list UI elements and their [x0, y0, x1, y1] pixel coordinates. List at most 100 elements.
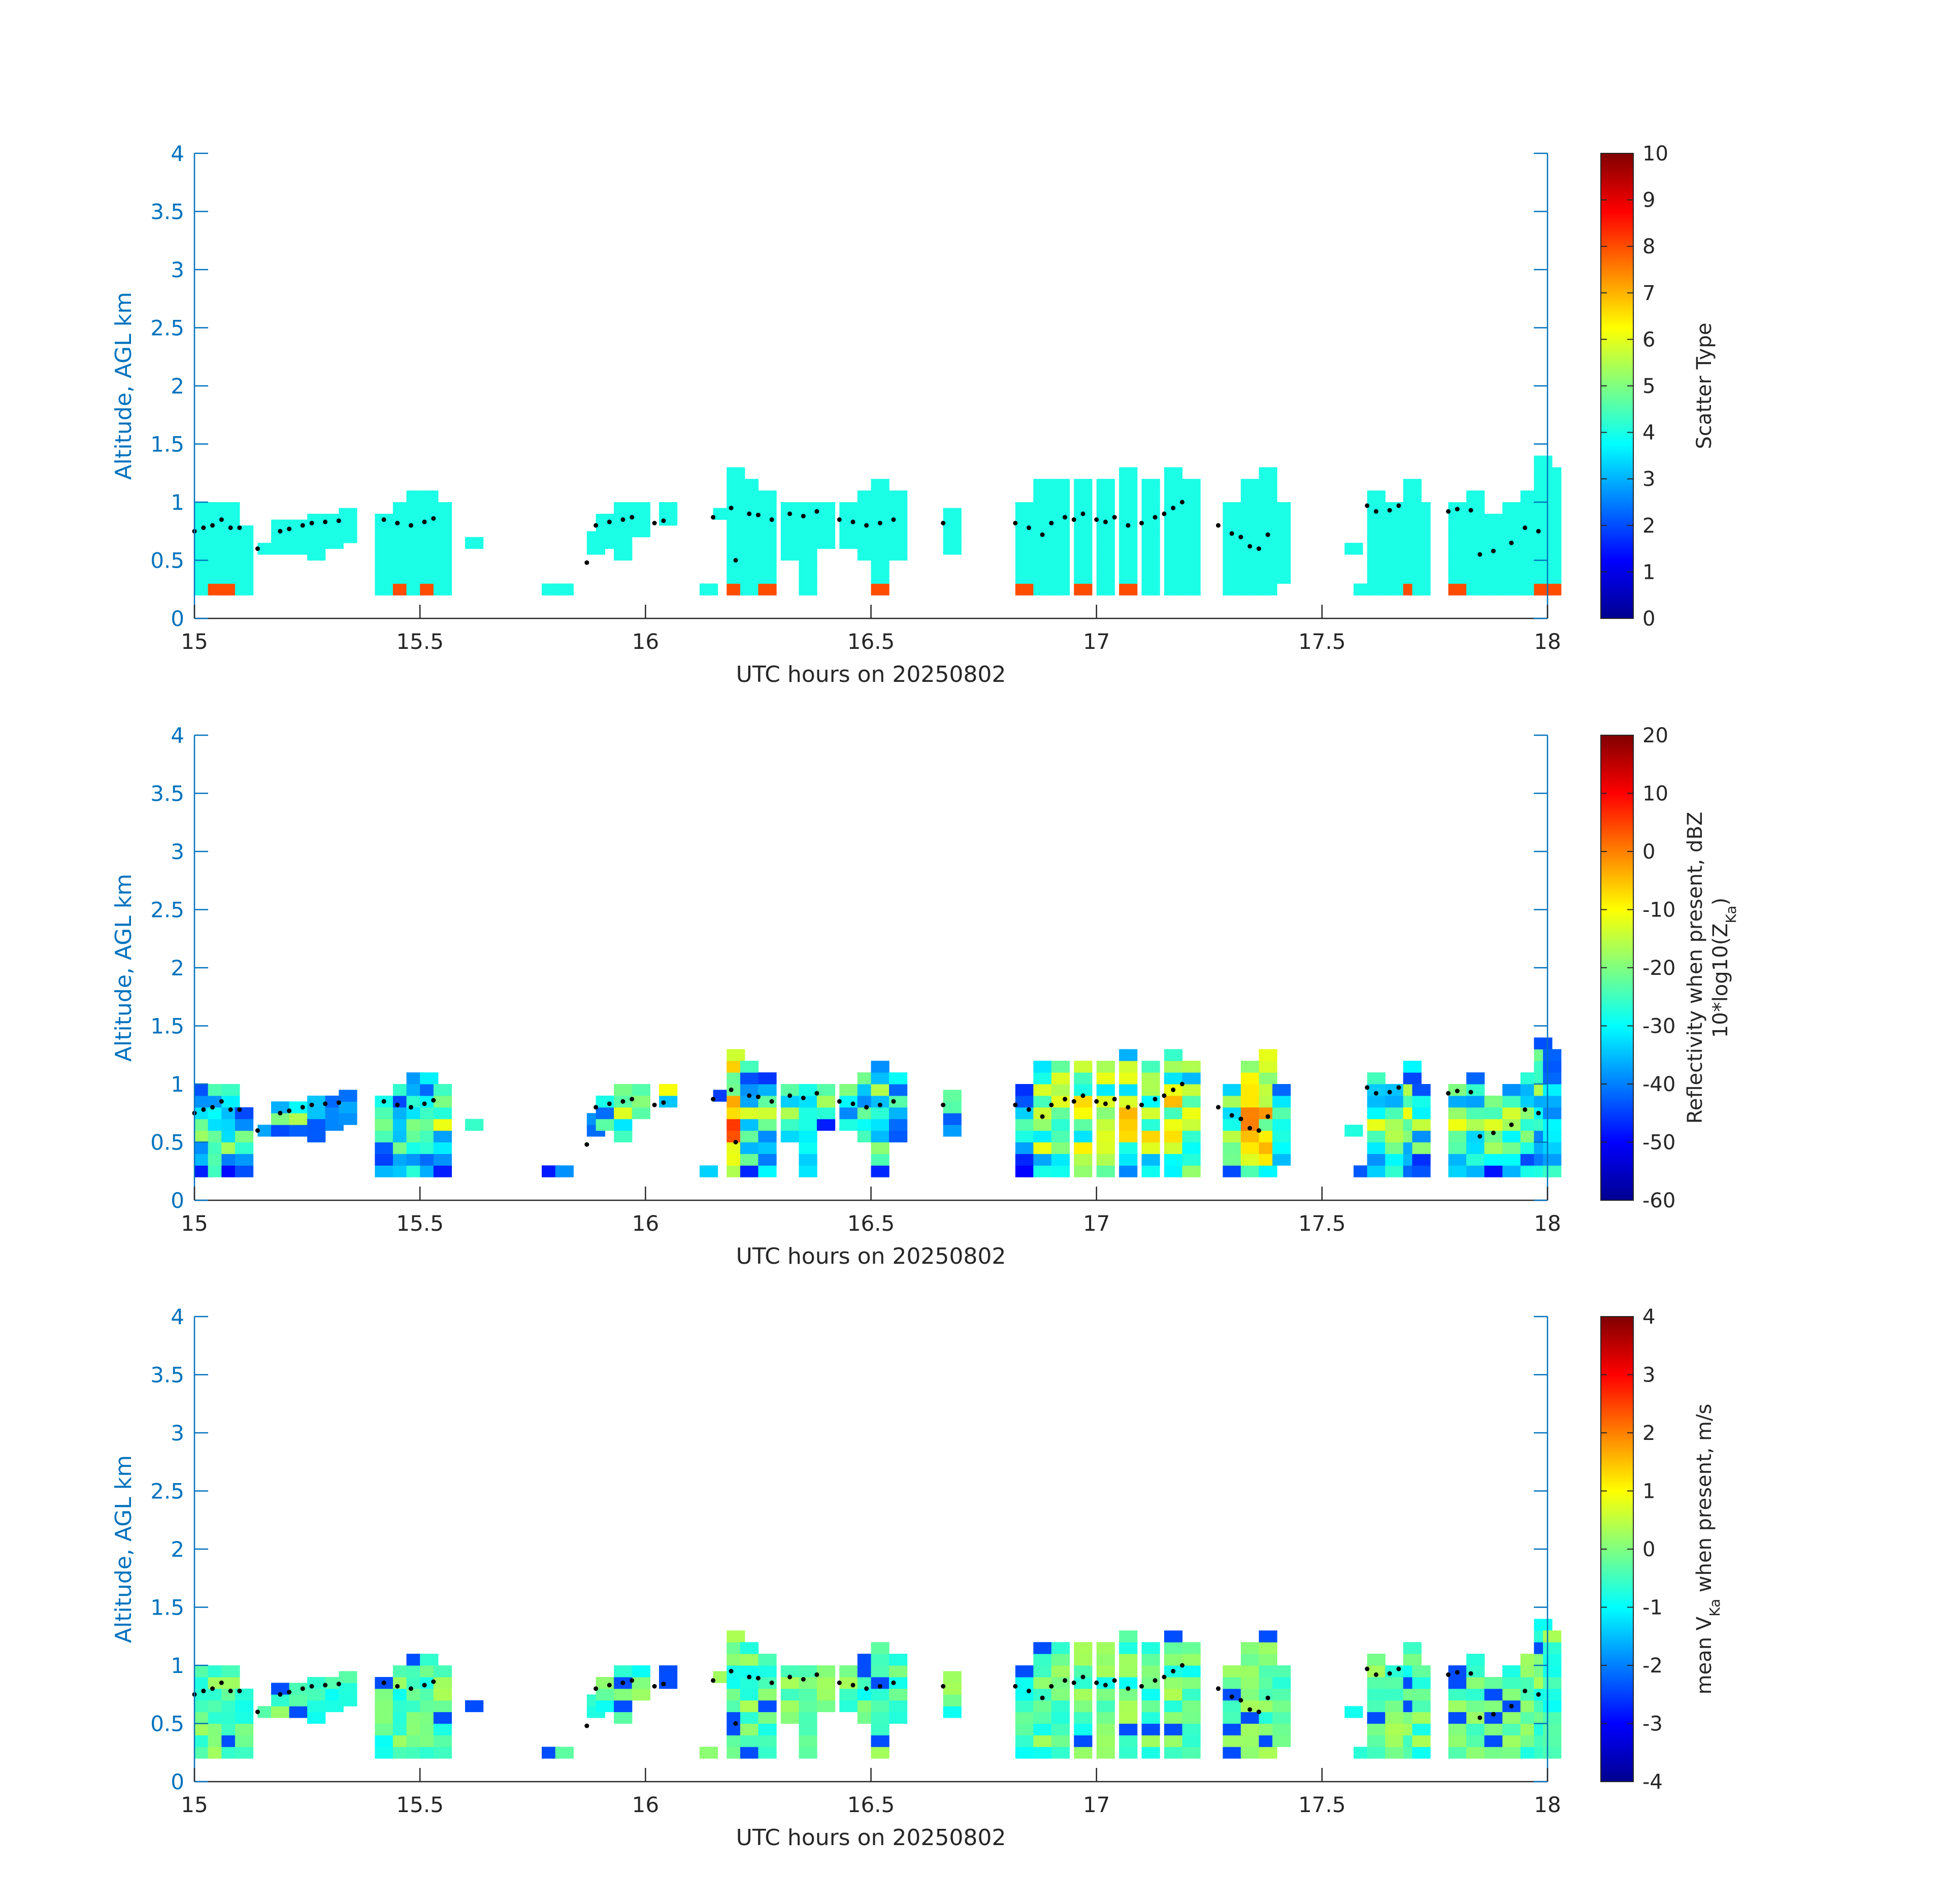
heatmap-cell [1240, 1723, 1260, 1735]
colorbar-tick-label: 10 [1642, 782, 1668, 806]
heatmap-cell [1272, 1107, 1291, 1120]
heatmap-cell [271, 1706, 290, 1718]
heatmap-cell [1074, 1072, 1093, 1085]
heatmap-cell [889, 1107, 908, 1120]
heatmap-cell [1033, 1154, 1052, 1166]
heatmap-cell [420, 490, 439, 503]
heatmap-cell [375, 1165, 393, 1177]
heatmap-cell [1484, 1747, 1503, 1759]
heatmap-cell [1412, 548, 1431, 561]
heatmap-cell [1182, 1735, 1201, 1747]
heatmap-cell [780, 1700, 799, 1713]
cloud-base-dot [1387, 1090, 1392, 1095]
cloud-base-dot [278, 529, 283, 534]
heatmap-cell [1164, 572, 1183, 584]
colorbar-tick-label: 1 [1642, 1480, 1655, 1503]
heatmap-cell [1484, 583, 1503, 596]
y-tick-label: 0.5 [150, 1712, 184, 1736]
cloud-base-dot [422, 1101, 427, 1106]
heatmap-cell [235, 1747, 254, 1759]
heatmap-cell [740, 537, 759, 549]
heatmap-cell [596, 1107, 614, 1120]
heatmap-cell [221, 502, 240, 514]
cloud-base-dot [1257, 1128, 1261, 1133]
colorbar-tick-label: 4 [1642, 1305, 1655, 1329]
heatmap-cell [614, 1130, 633, 1142]
heatmap-cell [816, 1095, 836, 1108]
heatmap-cell [1367, 1107, 1386, 1120]
heatmap-cell [1240, 1072, 1260, 1085]
heatmap-cell [740, 1712, 759, 1724]
heatmap-cell [871, 1072, 890, 1085]
x-tick-label: 17 [1083, 1792, 1110, 1817]
heatmap-cell [1164, 1130, 1183, 1142]
heatmap-cell [1448, 1154, 1467, 1166]
cloud-base-dot [237, 525, 242, 530]
cloud-base-dot [1216, 1105, 1221, 1110]
heatmap-cell [375, 1723, 393, 1735]
heatmap-cell [1096, 479, 1115, 491]
heatmap-cell [375, 583, 393, 596]
heatmap-cell [659, 502, 678, 514]
heatmap-cell [1033, 1665, 1052, 1678]
heatmap-cell [1051, 525, 1070, 538]
y-tick-label: 3 [171, 839, 184, 864]
cloud-base-dot [381, 1680, 386, 1685]
cloud-base-dot [801, 1677, 806, 1682]
heatmap-cell [375, 1712, 393, 1724]
heatmap-cell [1412, 1130, 1431, 1142]
heatmap-cell [1240, 1712, 1260, 1724]
heatmap-cell [839, 1677, 858, 1689]
heatmap-cell [1240, 537, 1260, 549]
x-tick-label: 17.5 [1298, 1211, 1346, 1236]
heatmap-cell [780, 1095, 799, 1108]
heatmap-cell [1448, 537, 1467, 549]
heatmap-cell [1543, 1049, 1562, 1061]
heatmap-cell [1484, 1723, 1503, 1735]
cloud-base-dot [1216, 523, 1221, 528]
heatmap-cell [871, 1084, 890, 1096]
heatmap-cell [1015, 1747, 1034, 1759]
heatmap-cell [758, 1677, 777, 1689]
cloud-base-dot [1396, 1085, 1401, 1090]
heatmap-cell [1033, 1642, 1052, 1654]
heatmap-cell [758, 525, 777, 538]
heatmap-cell [1385, 572, 1404, 584]
heatmap-cell [1141, 1095, 1160, 1108]
x-tick-label: 16 [632, 1792, 659, 1817]
heatmap-cell [1534, 1037, 1553, 1049]
heatmap-cell [1448, 572, 1467, 584]
heatmap-cell [740, 1107, 759, 1120]
heatmap-cell [1466, 572, 1485, 584]
heatmap-cell [433, 572, 452, 584]
heatmap-cell [1096, 1107, 1115, 1120]
heatmap-cell [1543, 1723, 1562, 1735]
heatmap-cell [889, 1677, 908, 1689]
cloud-base-dot [1509, 540, 1514, 545]
heatmap-cell [1403, 1072, 1422, 1085]
heatmap-cell [1223, 1712, 1241, 1724]
heatmap-cell [1074, 1165, 1093, 1177]
cloud-base-dot [877, 1684, 882, 1689]
heatmap-cell [1164, 1061, 1183, 1073]
cloud-base-dot [1126, 1686, 1131, 1691]
heatmap-cell [596, 537, 614, 549]
cloud-base-dot [787, 511, 793, 516]
heatmap-cell [1164, 1700, 1183, 1713]
cloud-base-dot [210, 1686, 215, 1691]
heatmap-cell [1015, 513, 1034, 526]
heatmap-cell [1223, 1677, 1241, 1689]
cloud-base-dot [941, 1102, 946, 1107]
heatmap-cell [1543, 1154, 1562, 1166]
heatmap-cell [740, 1165, 759, 1177]
cloud-base-dot [1094, 517, 1099, 522]
heatmap-cell [1182, 1142, 1201, 1154]
heatmap-cell [1182, 1130, 1201, 1142]
cloud-base-dot [661, 1100, 666, 1105]
heatmap-cell [1272, 560, 1291, 572]
heatmap-cell [758, 572, 777, 584]
heatmap-cell [1096, 1084, 1115, 1096]
heatmap-cell [758, 1119, 777, 1131]
heatmap-cell [1096, 1061, 1115, 1073]
heatmap-cell [1412, 1712, 1431, 1724]
